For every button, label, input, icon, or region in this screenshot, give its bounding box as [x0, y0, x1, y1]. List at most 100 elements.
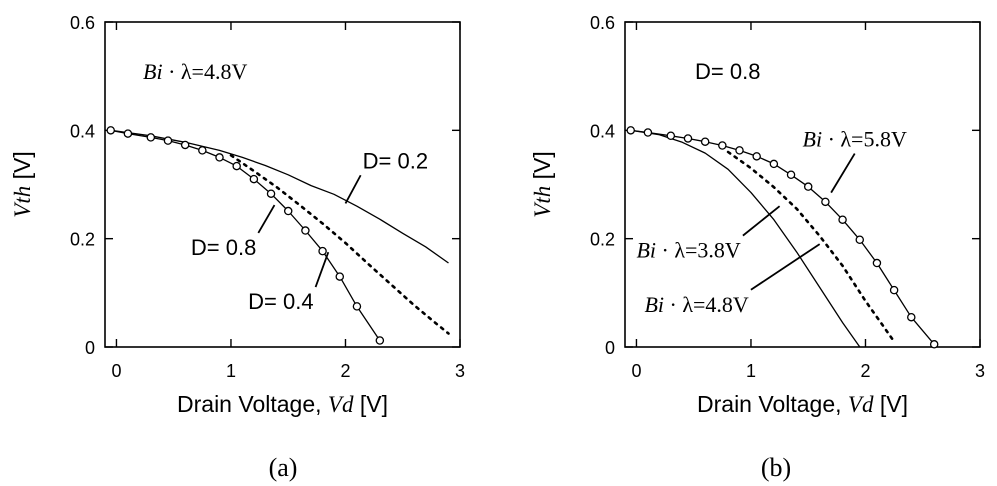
series-point [283, 206, 293, 216]
series-point [266, 189, 276, 198]
series-point [929, 340, 939, 349]
series-point [335, 272, 345, 281]
series-point [718, 141, 727, 150]
series-point [318, 246, 327, 256]
y-axis-label: Vth [V] [9, 151, 35, 217]
y-tick-label: 0.6 [70, 13, 95, 33]
series-point [146, 133, 156, 142]
curve-label: Bi · λ=5.8V [803, 127, 907, 152]
x-axis-label: Drain Voltage, Vd [V] [697, 391, 908, 417]
series-point [249, 174, 259, 184]
x-tick-label: 3 [975, 361, 985, 381]
curve-label: D= 0.2 [363, 148, 428, 173]
x-axis-label-unit: [V] [873, 391, 908, 417]
curve-label: D= 0.8 [191, 235, 256, 260]
series-line-dotted [229, 154, 450, 335]
series-point [180, 140, 190, 150]
x-axis-label-unit: [V] [353, 391, 388, 417]
panel-caption: (a) [269, 453, 298, 482]
series-point [855, 235, 865, 244]
curve-label-text: D= 0.8 [191, 235, 256, 260]
leader-line [257, 204, 276, 234]
y-tick-label: 0.2 [590, 230, 615, 250]
y-tick-label: 0 [85, 338, 95, 358]
leader-line [344, 174, 362, 204]
series-point [786, 170, 796, 179]
series-point [683, 134, 693, 143]
panel-caption: (b) [761, 453, 791, 482]
y-axis-label-var: Vth [530, 186, 555, 218]
series-point [803, 182, 813, 191]
series-line-dotted [726, 150, 896, 343]
annotation-text: D= 0.8 [695, 59, 760, 84]
x-tick-label: 0 [111, 361, 121, 381]
series-point [872, 258, 882, 268]
x-tick-label: 1 [226, 361, 236, 381]
series-point [301, 226, 310, 235]
x-tick-label: 2 [340, 361, 350, 381]
leader-line [830, 153, 856, 194]
series-point [626, 126, 635, 135]
curve-label-rest: · λ=3.8V [656, 238, 741, 263]
y-axis-label-unit: [V] [529, 151, 555, 186]
y-tick-label: 0.4 [70, 121, 95, 141]
annotation-rest: · λ=4.8V [163, 59, 248, 84]
x-tick-label: 1 [746, 361, 756, 381]
series-point [769, 159, 779, 169]
curve-label-rest: · λ=5.8V [822, 127, 907, 152]
series-point [198, 146, 207, 155]
x-axis-label-text: Drain Voltage, [177, 391, 328, 417]
y-tick-label: 0.6 [590, 13, 615, 33]
x-axis-label-var: Vd [328, 392, 354, 417]
series-point [700, 137, 710, 146]
series-point [666, 131, 676, 140]
panel-annotation: D= 0.8 [695, 59, 760, 84]
series-point [838, 215, 847, 224]
y-axis-label-var: Vth [10, 186, 35, 218]
series-point [907, 312, 916, 322]
leader-line [742, 205, 781, 237]
series-point [821, 197, 830, 207]
curve-label-var: Bi [636, 238, 656, 263]
y-axis-label-unit: [V] [9, 151, 35, 186]
series-point [215, 153, 224, 162]
series-point [123, 129, 133, 138]
leader-line [750, 243, 821, 291]
curve-label-text: D= 0.4 [248, 289, 313, 314]
series-point [752, 152, 761, 161]
curve-label: Bi · λ=4.8V [644, 292, 748, 317]
series-point [163, 136, 173, 145]
series-line [110, 129, 449, 264]
annotation-var: Bi [143, 59, 163, 84]
series-point [232, 161, 241, 171]
curve-label-rest: · λ=4.8V [664, 292, 749, 317]
series-point [643, 128, 653, 137]
series-line [110, 129, 381, 341]
series-point [735, 146, 744, 155]
series-point [889, 285, 899, 295]
curve-label: D= 0.4 [248, 289, 313, 314]
x-axis-label-text: Drain Voltage, [697, 391, 848, 417]
series-point [375, 336, 385, 345]
plot-frame [104, 21, 461, 348]
y-tick-label: 0.2 [70, 230, 95, 250]
series-line [630, 129, 861, 348]
x-tick-label: 0 [631, 361, 641, 381]
x-axis-label: Drain Voltage, Vd [V] [177, 391, 388, 417]
series-point [352, 302, 362, 311]
y-axis-label: Vth [V] [529, 151, 555, 217]
series-point [106, 126, 115, 135]
x-tick-label: 2 [860, 361, 870, 381]
y-tick-label: 0 [605, 338, 615, 358]
y-tick-label: 0.4 [590, 121, 615, 141]
curve-label-var: Bi [644, 292, 664, 317]
curve-label: Bi · λ=3.8V [636, 238, 740, 263]
plot-frame [624, 21, 981, 348]
curve-label-var: Bi [803, 127, 823, 152]
x-tick-label: 3 [455, 361, 465, 381]
x-axis-label-var: Vd [848, 392, 874, 417]
leader-line [314, 251, 330, 288]
